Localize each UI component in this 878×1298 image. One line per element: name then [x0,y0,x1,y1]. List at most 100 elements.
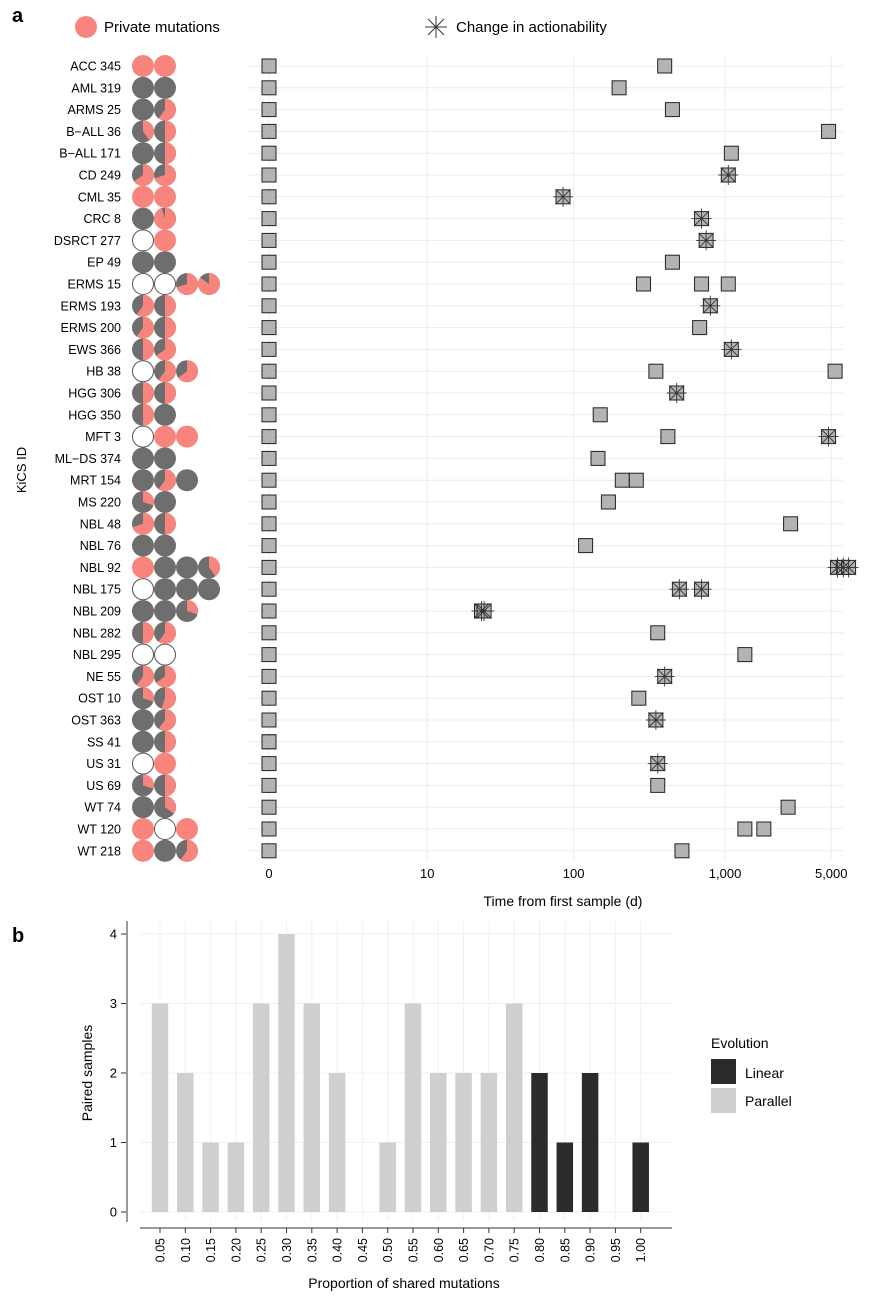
pie-marker [132,665,155,688]
time-square [821,123,837,139]
row-label: NBL 76 [80,539,121,553]
change-star [838,557,859,578]
pie-marker [132,447,154,470]
bar-parallel-0.70 [480,1073,498,1212]
b-xtick-label-13: 0.70 [482,1238,496,1262]
pie-marker [132,490,155,513]
pie-marker [154,839,176,862]
pie-marker [176,469,198,492]
row-label: HGG 306 [68,387,121,401]
row-label: NBL 295 [73,648,121,662]
row-label: ARMS 25 [68,103,122,117]
time-square [636,276,652,292]
pie-marker [132,403,154,426]
row-27: NBL 295 [73,643,843,666]
pie-marker [132,98,154,121]
row-16: HGG 350 [68,403,843,426]
pie-marker [154,294,176,317]
bar-parallel-0.05 [151,1003,169,1212]
pie-marker [154,142,176,165]
b-xtick-label-8: 0.45 [356,1238,370,1262]
pie-marker [132,55,154,77]
pie-marker [154,229,176,252]
row-21: NBL 48 [80,512,843,535]
time-square [261,494,277,510]
row-28: NE 55 [86,665,843,688]
pie-marker [153,207,176,230]
pie-marker [132,534,154,557]
pie-marker [132,730,154,753]
pie-marker [176,425,198,448]
b-xtick-label-16: 0.85 [558,1238,572,1262]
pie-marker [132,316,155,339]
time-square [261,712,277,728]
pie-marker [132,142,154,165]
pie-marker [132,556,154,579]
pie-marker [132,273,154,295]
row-9: EP 49 [87,251,843,274]
pie-marker [154,600,176,622]
time-square [657,58,673,74]
b-xtick-label-5: 0.30 [280,1238,294,1262]
panel-a-ylabel: KiCS ID [14,447,29,493]
pie-marker [154,120,176,143]
pie-marker [132,774,155,797]
pie-marker [154,469,177,492]
pie-marker [132,752,154,775]
bar-parallel-0.25 [252,1003,270,1212]
row-label: B−ALL 36 [66,125,121,139]
time-square [631,690,647,706]
row-34: WT 74 [84,796,843,819]
pie-marker [198,556,221,579]
bar-linear-0.90 [581,1073,599,1212]
row-label: ERMS 193 [61,299,121,313]
change-star [691,208,712,229]
pie-marker [154,534,176,557]
row-24: NBL 175 [73,578,843,601]
row-label: CRC 8 [83,212,121,226]
time-square [614,472,630,488]
time-square [261,429,277,445]
time-square [261,538,277,554]
time-square [261,254,277,270]
pie-marker [132,76,154,99]
row-label: HB 38 [86,365,121,379]
time-square [611,80,627,96]
b-xtick-label-3: 0.20 [229,1238,243,1262]
row-6: CML 35 [78,185,843,208]
b-xtick-label-11: 0.60 [432,1238,446,1262]
pie-marker [176,360,198,383]
row-26: NBL 282 [73,621,843,644]
change-star [666,383,687,403]
time-square [261,407,277,423]
time-square [692,320,708,336]
pie-marker [154,382,176,404]
row-25: NBL 209 [73,600,843,622]
time-square [261,647,277,663]
time-square [648,363,664,379]
row-label: B−ALL 171 [59,147,121,161]
row-19: MRT 154 [70,469,843,492]
row-13: EWS 366 [68,338,843,361]
time-square [261,58,277,74]
time-square [261,211,277,227]
time-square [261,843,277,859]
time-square [261,102,277,118]
row-label: NE 55 [86,670,121,684]
time-square [261,777,277,793]
time-square [261,320,277,336]
panel-a-xlabel: Time from first sample (d) [484,893,643,909]
legend-change-icon [425,16,447,38]
xtick-label-0: 0 [265,866,272,881]
time-square [261,581,277,597]
row-30: OST 363 [71,709,843,731]
time-square [261,341,277,357]
xtick-label-3: 1,000 [709,866,742,881]
b-xtick-label-12: 0.65 [457,1238,471,1262]
row-label: WT 218 [77,844,121,858]
row-label: ERMS 15 [68,278,122,292]
row-12: ERMS 200 [61,316,843,339]
row-label: CML 35 [78,190,121,204]
row-label: US 31 [86,757,121,771]
row-23: NBL 92 [80,556,859,579]
